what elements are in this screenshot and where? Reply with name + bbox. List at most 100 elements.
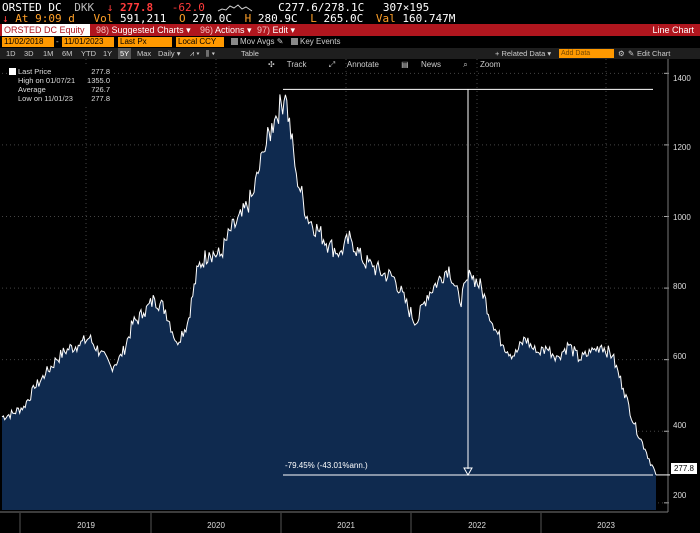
period-5y[interactable]: 5Y — [118, 48, 132, 59]
edit-menu[interactable]: 97) Edit ▾ — [257, 24, 295, 36]
security-field[interactable]: ORSTED DC Equity — [2, 24, 90, 36]
news-tool[interactable]: ▤ News — [401, 60, 451, 69]
drawdown-label: -79.45% (-43.01%ann.) — [285, 461, 368, 470]
checkbox-icon — [231, 38, 238, 45]
frequency-select[interactable]: Daily ▾ — [158, 49, 181, 58]
series-color-swatch — [9, 68, 16, 75]
low-label: L — [310, 12, 317, 25]
edit-chart-button[interactable]: Edit Chart — [637, 49, 671, 58]
bar-chart-type-icon[interactable]: ⫼ ▾ — [206, 49, 216, 58]
net-change: -62.0 — [171, 1, 205, 14]
zoom-tool[interactable]: ⌕ Zoom — [463, 60, 510, 69]
price-area-fill — [2, 94, 656, 511]
legend-average-label: Average — [18, 85, 46, 94]
legend-low-value: 277.8 — [91, 94, 110, 103]
price-line — [1, 94, 657, 476]
y-tick-label: 1200 — [673, 143, 691, 152]
pencil-icon[interactable]: ✎ — [628, 49, 635, 58]
period-toolbar: 1D 3D 1M 6M YTD 1Y 5Y Max Daily ▾ ⩘ ▾ ⫼ … — [0, 48, 700, 59]
open-label: O — [178, 12, 186, 25]
suggested-charts-number: 98) — [96, 25, 110, 35]
pencil-icon[interactable]: ✎ — [276, 37, 284, 46]
magnifier-icon: ⌕ — [463, 60, 468, 69]
settings-toolbar: 11/02/2018 - 11/01/2023 Last Px Local CC… — [0, 36, 700, 48]
last-price: 277.8 — [119, 1, 154, 14]
crosshair-icon: ✣ — [268, 60, 275, 69]
period-1d[interactable]: 1D — [6, 49, 16, 58]
down-arrow-icon: ↓ — [106, 1, 114, 14]
traded-value: 160.747M — [402, 12, 456, 25]
currency: DKK — [74, 1, 95, 14]
legend-average-row: Average 726.7 — [9, 85, 110, 94]
legend-last-value: 277.8 — [91, 67, 110, 76]
field-select[interactable]: Last Px — [118, 37, 172, 47]
start-date-field[interactable]: 11/02/2018 — [2, 37, 54, 47]
period-1m[interactable]: 1M — [43, 49, 54, 58]
high-label: H — [244, 12, 252, 25]
period-ytd[interactable]: YTD — [81, 49, 96, 58]
legend-last-row[interactable]: Last Price 277.8 — [9, 67, 110, 76]
function-toolbar: ORSTED DC Equity 98) Suggested Charts ▾ … — [0, 24, 700, 36]
x-tick-label: 2022 — [468, 521, 486, 530]
actions-menu[interactable]: 96) Actions ▾ — [200, 24, 252, 36]
annotate-tool[interactable]: ⤢ Annotate — [329, 60, 389, 69]
volume: 591,211 — [119, 12, 167, 25]
line-chart-type-icon[interactable]: ⩘ ▾ — [190, 49, 200, 58]
edit-number: 97) — [257, 25, 271, 35]
bid-ask-size: 307×195 — [382, 1, 430, 14]
legend-high-value: 1355.0 — [87, 76, 110, 85]
x-tick-label: 2020 — [207, 521, 225, 530]
high-price: 280.9C — [257, 12, 298, 25]
track-tool[interactable]: ✣ Track — [268, 60, 316, 69]
news-icon: ▤ — [401, 60, 409, 69]
legend-low-label: Low on 11/01/23 — [18, 94, 73, 103]
end-date-field[interactable]: 11/01/2023 — [62, 37, 114, 47]
legend-average-value: 726.7 — [91, 85, 110, 94]
y-tick-label: 600 — [673, 352, 687, 361]
edit-label: Edit ▾ — [272, 25, 296, 35]
table-button[interactable]: Table — [241, 49, 259, 58]
chart-legend: Last Price 277.8 High on 01/07/21 1355.0 A… — [7, 66, 112, 104]
y-tick-label: 1400 — [673, 74, 691, 83]
drawdown-annotation — [283, 88, 653, 477]
mov-avgs-label: Mov Avgs — [240, 37, 275, 46]
period-max[interactable]: Max — [137, 49, 152, 58]
period-1y[interactable]: 1Y — [103, 49, 113, 58]
annotate-label: Annotate — [346, 60, 379, 69]
x-tick-label: 2021 — [337, 521, 355, 530]
x-tick-label: 2019 — [77, 521, 95, 530]
volume-label: Vol — [93, 12, 114, 25]
date-range-dash: - — [56, 37, 59, 46]
period-3d[interactable]: 3D — [24, 49, 34, 58]
value-label: Val — [375, 12, 396, 25]
add-data-input[interactable]: Add Data — [559, 49, 614, 58]
mov-avgs-toggle[interactable]: Mov Avgs ✎ — [231, 36, 283, 48]
open-price: 270.0C — [192, 12, 232, 25]
key-events-label: Key Events — [300, 37, 341, 46]
bid-ask: C277.6/278.1C — [278, 1, 365, 14]
ticker[interactable]: ORSTED DC — [2, 1, 62, 14]
key-events-toggle[interactable]: Key Events — [291, 36, 340, 48]
actions-number: 96) — [200, 25, 214, 35]
y-tick-label: 800 — [673, 282, 687, 291]
down-arrow-icon — [463, 467, 473, 477]
track-label: Track — [286, 60, 307, 69]
gear-icon[interactable]: ⚙ — [618, 49, 625, 58]
chart-tools: ✣ Track ⤢ Annotate ▤ News ⌕ Zoom — [268, 60, 520, 70]
suggested-charts-menu[interactable]: 98) Suggested Charts ▾ — [96, 24, 191, 36]
legend-high-label: High on 01/07/21 — [18, 76, 76, 85]
y-tick-label: 1000 — [673, 213, 691, 222]
annotate-icon: ⤢ — [328, 60, 336, 69]
price-area — [1, 94, 670, 511]
legend-last-label: Last Price — [18, 67, 52, 76]
currency-select[interactable]: Local CCY — [176, 37, 224, 47]
period-6m[interactable]: 6M — [62, 49, 73, 58]
quote-time: At 9:09 d — [15, 12, 75, 25]
low-price: 265.0C — [323, 12, 364, 25]
news-label: News — [420, 60, 441, 69]
related-data-menu[interactable]: + Related Data ▾ — [495, 49, 552, 58]
quote-header: ORSTED DC DKK ↓ 277.8 -62.0 C277.6/278.1… — [0, 0, 700, 25]
last-price-badge: 277.8 — [671, 463, 697, 474]
actions-label: Actions ▾ — [215, 25, 252, 35]
